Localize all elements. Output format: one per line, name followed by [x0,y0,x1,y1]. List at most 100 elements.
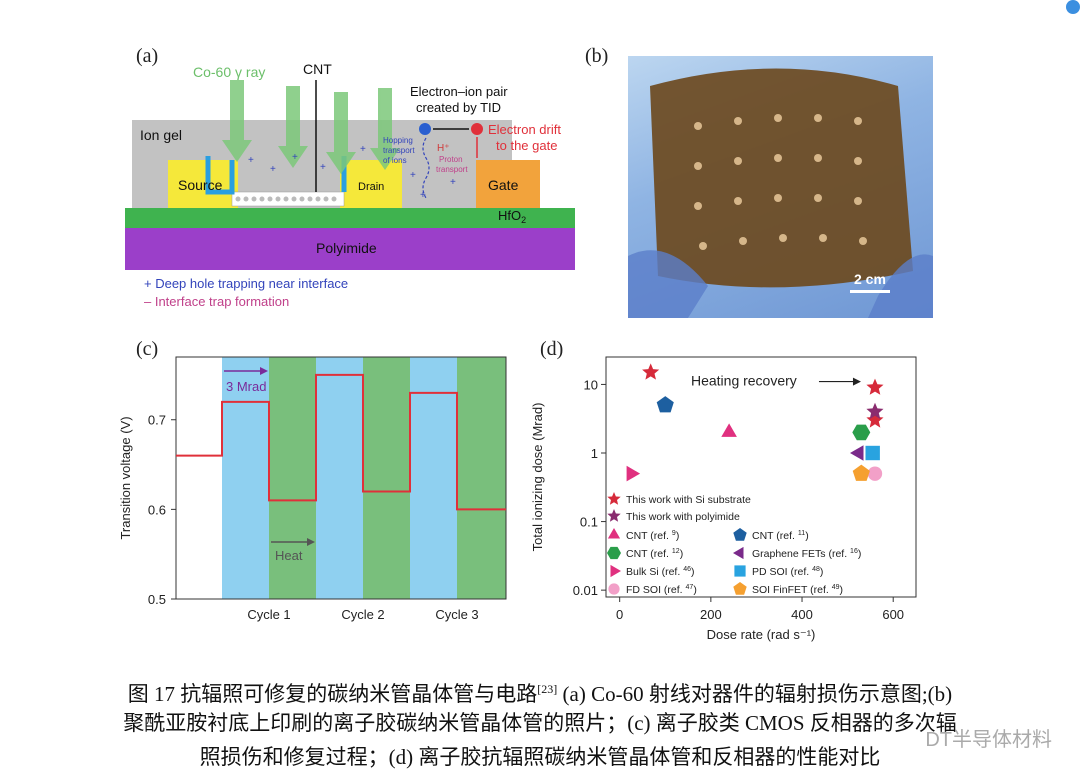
hopping-text-3: of ions [383,156,407,165]
drift-text-2: to the gate [496,138,557,153]
legend-label: Bulk Si (ref. 46) [626,566,694,578]
legend-marker [607,528,621,539]
heat-arrowhead [307,538,315,546]
data-point [867,466,883,481]
chart-d-frame [605,356,917,598]
svg-text:+: + [360,144,366,155]
gamma-ray-arrows [222,80,400,174]
pair-text-2: created by TID [416,100,501,115]
y-tick-label: 10 [584,377,598,392]
svg-text:+: + [248,155,254,166]
y-tick-label: 0.5 [148,592,166,607]
data-point [865,445,880,461]
y-tick-label: 1 [591,446,598,461]
drain-electrode [340,160,402,208]
legend-2: – Interface trap formation [144,294,289,309]
proton-text-2: transport [436,165,468,174]
mrad-arrowhead [260,367,268,375]
legend-label: This work with Si substrate [626,494,751,506]
legend-1: + Deep hole trapping near interface [144,276,348,291]
data-point [852,424,871,441]
x-tick-label: 600 [882,607,904,622]
legend-marker [607,492,621,505]
cnt-dots [235,196,337,202]
x-category-label: Cycle 3 [435,607,478,622]
watermark: DT半导体材料 [925,729,1052,751]
data-point [852,464,870,481]
data-point [866,378,884,395]
source-text: Source [178,177,223,193]
svg-text:+: + [420,190,426,201]
y-tick-label: 0.01 [573,583,598,598]
x-tick-label: 200 [700,607,722,622]
x-category-label: Cycle 2 [341,607,384,622]
y-axis-label: Total ionizing dose (Mrad) [530,403,545,552]
hplus-text: H⁺ [437,143,450,154]
data-point [642,363,660,380]
caption-line-1: 图 17 抗辐照可修复的碳纳米管晶体管与电路[23] (a) Co-60 射线对… [127,682,953,706]
drift-text-1: Electron drift [488,122,561,137]
legend-label: FD SOI (ref. 47) [626,584,697,596]
scale-bar-text: 2 cm [854,271,886,287]
device-photo: 2 cm [628,56,933,318]
svg-text:+: + [410,170,416,181]
y-axis-label: Transition voltage (V) [118,416,133,539]
data-point [866,411,884,428]
ion-gel-text: Ion gel [140,127,182,143]
y-tick-label: 0.7 [148,413,166,428]
data-point [656,396,674,413]
panel-b-label: (b) [585,45,609,67]
data-point [721,423,737,437]
phase-band-heat [363,357,410,599]
legend-label: CNT (ref. 9) [626,530,679,542]
data-point [866,402,884,419]
legend-label: SOI FinFET (ref. 49) [752,584,843,596]
x-tick-label: 400 [791,607,813,622]
heating-arrowhead [852,377,861,386]
phase-band-rad [316,357,363,599]
x-category-label: Cycle 1 [247,607,290,622]
chart-c-frame [175,356,507,600]
legend-label: This work with polyimide [626,511,740,523]
svg-text:+: + [450,177,456,188]
svg-text:+: + [320,162,326,173]
proton-text-1: Proton [439,155,463,164]
legend-label: Graphene FETs (ref. 16) [752,548,861,560]
electron-icon [471,123,483,135]
plus-charges: + + + + + + + + [248,144,456,201]
chart-d: 0 200 400 600 0.01 0.1 1 10 Dose rate (rad s⁻¹) T… [530,356,917,642]
legend-label: PD SOI (ref. 48) [752,566,823,578]
hfo2-layer [125,208,575,228]
data-point [850,445,864,461]
hopping-text-2: transport [383,146,415,155]
legend-marker [733,582,747,595]
legend-marker [733,546,744,560]
heating-recovery-label: Heating recovery [691,373,797,389]
legend-label: CNT (ref. 11) [752,530,809,542]
gate-electrode [476,160,540,208]
legend-marker [733,528,747,541]
phase-band-heat [457,357,506,599]
polyimide-text: Polyimide [316,240,377,256]
panel-a-diagram: CNT Co-60 γ ray Ion gel Source Drain Gat… [125,61,575,309]
caption-line-3: 照损伤和修复过程；(d) 离子胶抗辐照碳纳米管晶体管和反相器的性能对比 [199,745,881,769]
phase-band-rad [410,357,457,599]
caption-line-2: 聚酰亚胺衬底上印刷的离子胶碳纳米管晶体管的照片；(c) 离子胶类 CMOS 反相… [123,711,957,735]
polyimide-layer [125,228,575,270]
panel-a-label: (a) [136,45,159,67]
x-axis-label: Dose rate (rad s⁻¹) [707,627,816,642]
legend-marker [607,509,621,522]
legend-marker [610,564,621,578]
chart-c: 0.5 0.6 0.7 Transition voltage (V) Cycle 1 Cy… [118,356,507,622]
transition-voltage-line [176,373,506,511]
gate-text: Gate [488,177,519,193]
legend-marker [607,546,621,560]
panel-c-label: (c) [136,338,159,360]
y-tick-label: 0.6 [148,502,166,517]
legend-marker [734,565,746,577]
co60-text: Co-60 γ ray [193,64,265,80]
device-photo-sketch: 2 cm [628,68,933,318]
phase-band-heat [269,357,316,599]
x-tick-label: 0 [616,607,623,622]
panel-d-label: (d) [540,338,564,360]
